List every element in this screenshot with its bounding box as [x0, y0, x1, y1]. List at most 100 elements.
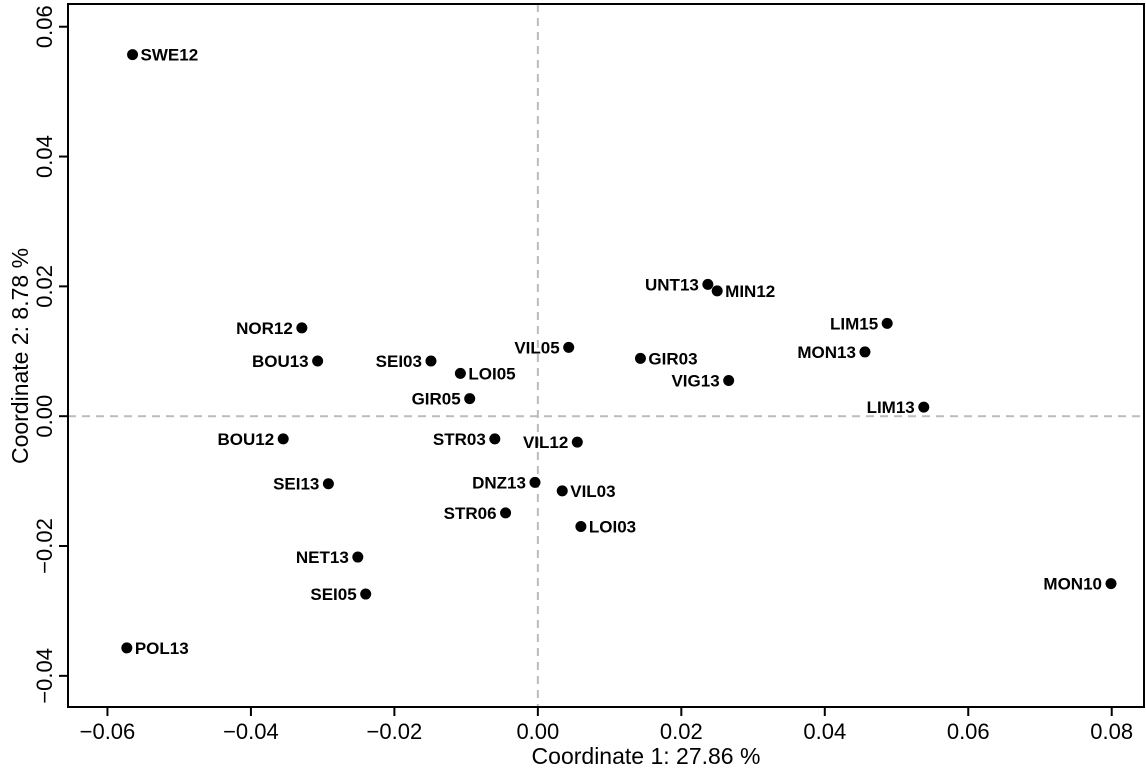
point-sei03: SEI03 — [376, 352, 437, 371]
point-marker — [489, 433, 501, 445]
point-sei05: SEI05 — [310, 585, 372, 604]
x-tick-label: 0.02 — [660, 719, 703, 744]
point-label: MON13 — [797, 343, 856, 362]
x-axis-title: Coordinate 1: 27.86 % — [532, 743, 761, 769]
point-vig13: VIG13 — [671, 371, 735, 390]
point-label: GIR05 — [412, 390, 461, 409]
point-marker — [425, 355, 437, 367]
y-tick-label: 0.00 — [32, 395, 57, 438]
point-marker — [859, 346, 871, 358]
y-tick-label: 0.02 — [32, 265, 57, 308]
point-gir03: GIR03 — [634, 349, 698, 368]
point-label: MIN12 — [725, 282, 775, 301]
x-tick-label: −0.04 — [223, 719, 279, 744]
point-str03: STR03 — [433, 430, 501, 449]
point-vil05: VIL05 — [514, 338, 575, 357]
point-label: VIL05 — [514, 338, 559, 357]
point-str06: STR06 — [444, 504, 512, 523]
point-marker — [121, 642, 133, 654]
point-swe12: SWE12 — [127, 46, 198, 65]
point-label: GIR03 — [648, 349, 697, 368]
point-sei13: SEI13 — [273, 475, 334, 494]
point-net13: NET13 — [296, 548, 364, 567]
point-marker — [312, 355, 324, 367]
point-label: SWE12 — [141, 46, 199, 65]
point-marker — [881, 317, 893, 329]
point-marker — [500, 507, 512, 519]
point-marker — [529, 476, 541, 488]
reference-lines — [68, 4, 1144, 707]
x-tick-label: 0.06 — [947, 719, 990, 744]
point-marker — [702, 278, 714, 290]
data-points: SWE12 NOR12 BOU13 SEI03 LOI05 GIR05 VIL05 UNT13… — [121, 46, 1117, 658]
point-label: VIL03 — [570, 482, 615, 501]
point-bou12: BOU12 — [218, 430, 289, 449]
y-tick-label: −0.04 — [32, 648, 57, 704]
y-tick-label: −0.02 — [32, 518, 57, 574]
point-vil12: VIL12 — [523, 433, 583, 452]
point-label: LOI03 — [589, 518, 636, 537]
point-gir05: GIR05 — [412, 390, 476, 409]
point-marker — [322, 478, 334, 490]
point-pol13: POL13 — [121, 639, 189, 658]
point-label: LIM13 — [867, 398, 915, 417]
point-mon10: MON10 — [1043, 575, 1117, 594]
point-marker — [277, 433, 289, 445]
point-lim15: LIM15 — [830, 314, 893, 333]
point-label: SEI13 — [273, 475, 319, 494]
point-min12: MIN12 — [711, 282, 775, 301]
point-unt13: UNT13 — [645, 275, 714, 294]
point-nor12: NOR12 — [236, 319, 308, 338]
point-label: STR06 — [444, 504, 497, 523]
point-lim13: LIM13 — [867, 398, 930, 417]
x-tick-label: 0.00 — [516, 719, 559, 744]
point-mon13: MON13 — [797, 343, 871, 362]
point-marker — [1105, 578, 1117, 590]
y-tick-label: 0.06 — [32, 5, 57, 48]
point-loi05: LOI05 — [454, 364, 516, 383]
point-marker — [575, 521, 587, 533]
point-dnz13: DNZ13 — [472, 473, 541, 492]
x-tick-label: 0.08 — [1090, 719, 1133, 744]
point-marker — [556, 485, 568, 497]
x-tick-label: −0.02 — [367, 719, 423, 744]
x-tick-label: −0.06 — [80, 719, 136, 744]
x-axis-ticks: −0.06 −0.04 −0.02 0.00 0.02 0.04 0.06 0.08 — [80, 707, 1133, 744]
point-label: VIL12 — [523, 433, 568, 452]
plot-frame — [67, 3, 1145, 708]
y-axis-ticks: −0.04 −0.02 0.00 0.02 0.04 0.06 — [32, 5, 68, 704]
point-label: NET13 — [296, 548, 349, 567]
point-loi03: LOI03 — [575, 518, 636, 537]
point-label: BOU13 — [252, 352, 309, 371]
point-marker — [571, 436, 583, 448]
point-marker — [127, 49, 139, 61]
point-marker — [352, 551, 364, 563]
point-label: MON10 — [1043, 575, 1102, 594]
point-marker — [454, 367, 466, 379]
point-marker — [711, 285, 723, 297]
x-tick-label: 0.04 — [803, 719, 846, 744]
point-marker — [634, 352, 646, 364]
point-marker — [563, 341, 575, 353]
point-label: STR03 — [433, 430, 486, 449]
point-label: VIG13 — [671, 371, 719, 390]
point-bou13: BOU13 — [252, 352, 324, 371]
point-label: DNZ13 — [472, 473, 526, 492]
y-axis-title: Coordinate 2: 8.78 % — [7, 248, 33, 464]
y-tick-label: 0.04 — [32, 135, 57, 178]
point-marker — [723, 374, 735, 386]
point-label: SEI05 — [310, 585, 356, 604]
point-marker — [464, 393, 476, 405]
point-marker — [296, 322, 308, 334]
point-label: SEI03 — [376, 352, 422, 371]
point-label: NOR12 — [236, 319, 293, 338]
point-label: LOI05 — [468, 364, 515, 383]
point-vil03: VIL03 — [556, 482, 616, 501]
point-label: POL13 — [135, 639, 189, 658]
point-label: UNT13 — [645, 275, 699, 294]
point-marker — [360, 588, 372, 600]
point-label: LIM15 — [830, 314, 878, 333]
point-marker — [918, 401, 930, 413]
point-label: BOU12 — [218, 430, 275, 449]
